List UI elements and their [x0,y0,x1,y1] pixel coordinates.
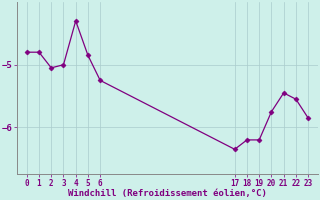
X-axis label: Windchill (Refroidissement éolien,°C): Windchill (Refroidissement éolien,°C) [68,189,267,198]
